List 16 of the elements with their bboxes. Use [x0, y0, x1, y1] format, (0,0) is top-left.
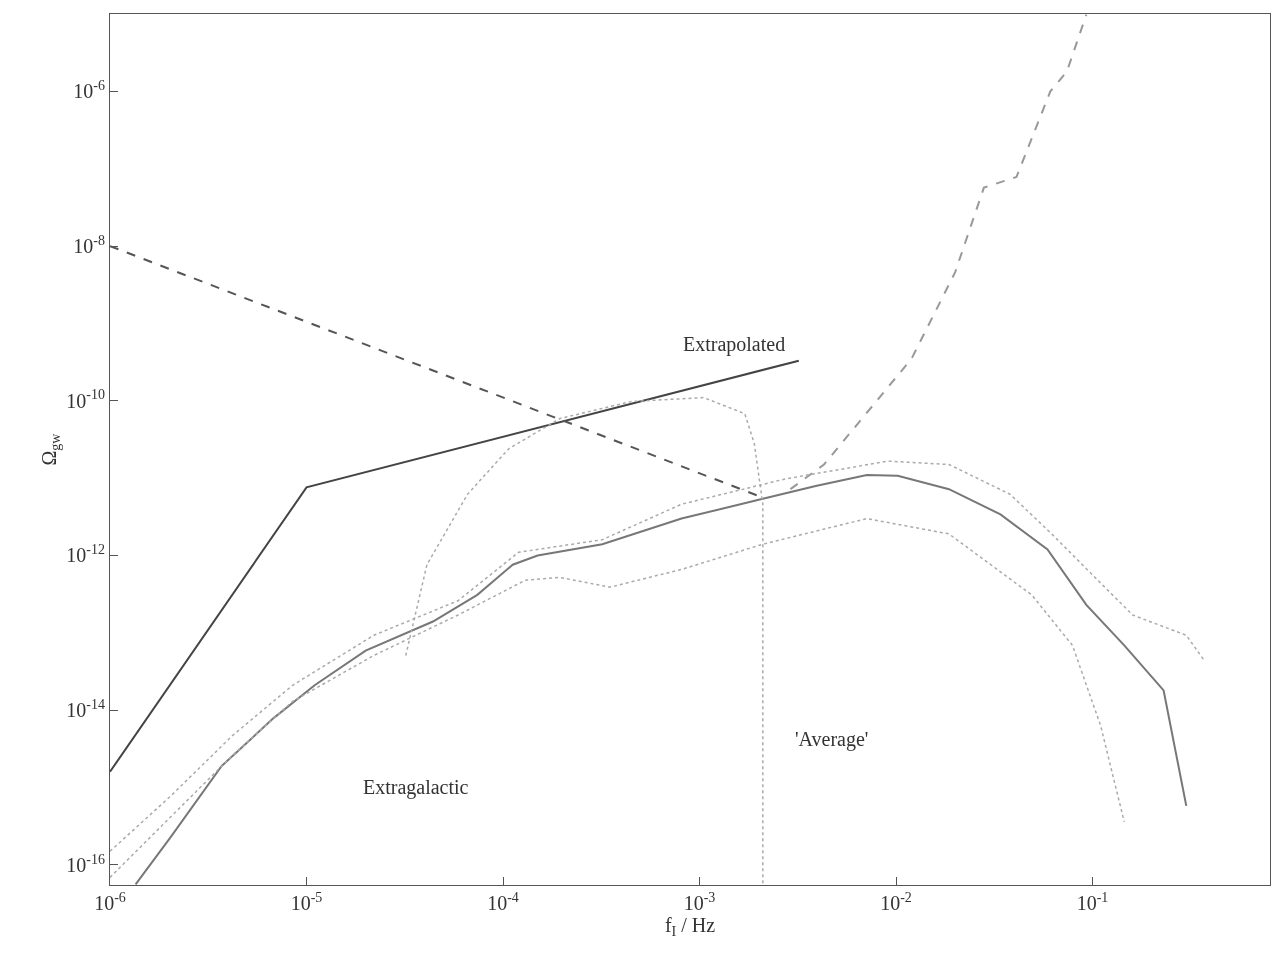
x-tick-label: 10$^{-1}$	[1076, 889, 1109, 914]
y-tick-label: 10$^{-8}$	[73, 232, 105, 258]
x-tick-label: 10$^{-3}$	[683, 889, 716, 914]
x-axis-title: f$_{I}$ / Hz	[664, 914, 716, 940]
y-tick-label: 10$^{-12}$	[66, 542, 105, 567]
x-tick-label: 10$^{-4}$	[487, 889, 519, 914]
annotation: Extrapolated	[683, 333, 786, 356]
y-tick-label: 10$^{-6}$	[73, 77, 105, 103]
annotation: Extragalactic	[363, 776, 469, 799]
x-tick-label: 10$^{-6}$	[94, 889, 126, 914]
annotation: 'Average'	[795, 728, 869, 751]
y-tick-label: 10$^{-14}$	[66, 696, 105, 722]
x-tick-label: 10$^{-5}$	[290, 889, 323, 914]
y-tick-label: 10$^{-10}$	[66, 387, 105, 412]
y-tick-label: 10$^{-16}$	[66, 851, 105, 876]
x-tick-label: 10$^{-2}$	[880, 889, 912, 914]
